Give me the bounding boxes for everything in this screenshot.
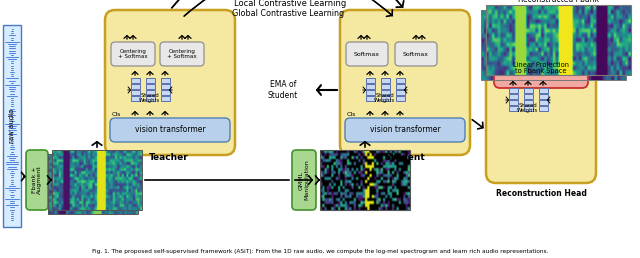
Text: Linear Projection
to Fbank Space: Linear Projection to Fbank Space bbox=[513, 61, 569, 75]
Bar bbox=[539, 88, 548, 93]
Bar bbox=[381, 78, 390, 83]
Bar bbox=[48, 154, 138, 214]
Bar bbox=[366, 78, 375, 83]
Text: Fig. 1. The proposed self-supervised framework (ASiT): From the 1D raw audio, we: Fig. 1. The proposed self-supervised fra… bbox=[92, 249, 548, 254]
Bar bbox=[481, 10, 626, 80]
Text: Cls: Cls bbox=[111, 112, 121, 117]
Text: Centering
+ Softmax: Centering + Softmax bbox=[118, 49, 148, 59]
FancyBboxPatch shape bbox=[340, 10, 470, 155]
Bar bbox=[366, 90, 375, 95]
Bar bbox=[146, 84, 155, 89]
Bar bbox=[509, 100, 518, 105]
Bar bbox=[52, 150, 142, 210]
Text: vision transformer: vision transformer bbox=[370, 125, 440, 134]
Text: Reconstruction Head: Reconstruction Head bbox=[495, 189, 586, 198]
Bar bbox=[381, 90, 390, 95]
FancyBboxPatch shape bbox=[111, 42, 155, 66]
Text: EMA of
Student: EMA of Student bbox=[268, 80, 298, 100]
Text: raw audio: raw audio bbox=[9, 109, 15, 143]
Bar bbox=[509, 94, 518, 99]
Bar bbox=[396, 90, 405, 95]
Text: Fbank +
Augment: Fbank + Augment bbox=[31, 166, 42, 194]
Text: GMML
Manipulation: GMML Manipulation bbox=[299, 160, 309, 200]
Bar bbox=[396, 78, 405, 83]
Text: Shared
Weights: Shared Weights bbox=[140, 93, 161, 103]
Bar bbox=[524, 94, 533, 99]
FancyBboxPatch shape bbox=[395, 42, 437, 66]
Text: Centering
+ Softmax: Centering + Softmax bbox=[167, 49, 197, 59]
Text: Shared
Weights: Shared Weights bbox=[517, 103, 539, 114]
Bar bbox=[396, 84, 405, 89]
Bar bbox=[146, 96, 155, 101]
Bar bbox=[131, 84, 140, 89]
Text: Local Contrastive Learning: Local Contrastive Learning bbox=[234, 0, 346, 7]
Bar bbox=[524, 100, 533, 105]
Bar bbox=[161, 84, 170, 89]
Text: Teacher: Teacher bbox=[149, 154, 189, 163]
Text: Reconstructed Fbank: Reconstructed Fbank bbox=[518, 0, 599, 4]
Text: Shared
Weights: Shared Weights bbox=[374, 93, 396, 103]
Bar bbox=[524, 106, 533, 111]
FancyBboxPatch shape bbox=[105, 10, 235, 155]
Text: Student: Student bbox=[385, 154, 426, 163]
Bar bbox=[539, 100, 548, 105]
Text: Global Contrastive Learning: Global Contrastive Learning bbox=[232, 10, 344, 19]
Bar bbox=[131, 78, 140, 83]
FancyBboxPatch shape bbox=[346, 42, 388, 66]
Text: Softmax: Softmax bbox=[403, 52, 429, 57]
Bar bbox=[131, 96, 140, 101]
Bar bbox=[146, 90, 155, 95]
Bar bbox=[539, 106, 548, 111]
Bar bbox=[320, 150, 410, 210]
Bar bbox=[146, 78, 155, 83]
Text: Cls: Cls bbox=[346, 112, 356, 117]
FancyBboxPatch shape bbox=[345, 118, 465, 142]
Bar bbox=[366, 84, 375, 89]
Bar bbox=[366, 96, 375, 101]
Bar bbox=[161, 90, 170, 95]
Bar bbox=[131, 90, 140, 95]
Bar bbox=[486, 5, 631, 75]
Bar bbox=[396, 96, 405, 101]
FancyBboxPatch shape bbox=[494, 48, 588, 88]
Bar bbox=[3, 25, 21, 227]
Bar bbox=[161, 78, 170, 83]
Bar bbox=[524, 88, 533, 93]
Bar bbox=[539, 94, 548, 99]
Bar bbox=[381, 84, 390, 89]
Bar bbox=[381, 96, 390, 101]
FancyBboxPatch shape bbox=[160, 42, 204, 66]
Bar bbox=[509, 106, 518, 111]
FancyBboxPatch shape bbox=[292, 150, 316, 210]
FancyBboxPatch shape bbox=[110, 118, 230, 142]
FancyBboxPatch shape bbox=[486, 38, 596, 183]
Bar bbox=[161, 96, 170, 101]
FancyBboxPatch shape bbox=[26, 150, 48, 210]
Bar bbox=[509, 88, 518, 93]
Text: vision transformer: vision transformer bbox=[134, 125, 205, 134]
Text: Softmax: Softmax bbox=[354, 52, 380, 57]
